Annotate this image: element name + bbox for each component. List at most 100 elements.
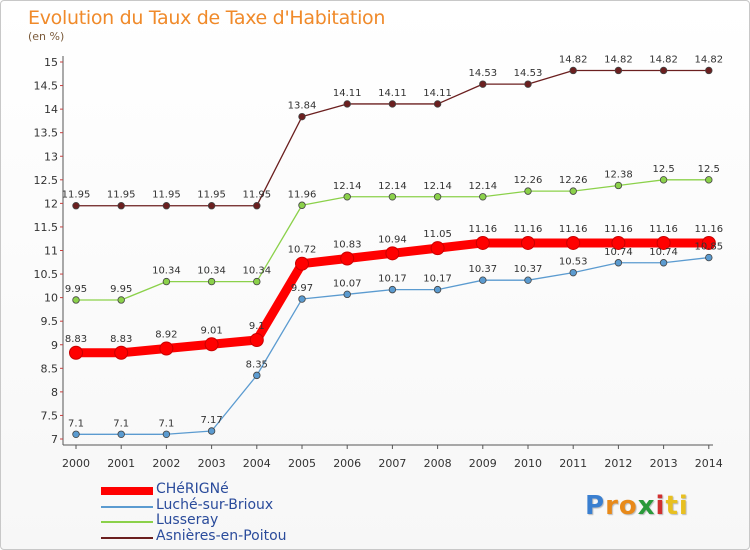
y-tick-label: 7.5 [41,409,59,422]
data-label: 11.95 [242,190,271,201]
series-0 [69,235,716,360]
data-label: 12.5 [652,164,674,175]
x-tick-label: 2013 [650,457,678,470]
data-point [479,80,487,88]
data-point [659,66,668,75]
y-tick-label: 8.5 [41,362,59,375]
series-lines [69,66,716,438]
data-point [204,337,219,352]
x-tick-label: 2003 [198,457,226,470]
legend-swatch [101,487,153,495]
logo-letter: t [665,491,679,521]
data-label: 10.85 [694,242,723,253]
line-chart: 7 7.5 8 8.5 9 9.5 10 10.5 11 11.5 12 12.5 13 13.5 14 14… [34,54,724,470]
chart-subtitle: (en %) [28,30,65,43]
data-point [705,253,713,262]
data-point [117,202,125,210]
data-point [207,427,216,435]
data-point [433,285,442,294]
data-label: 14.82 [649,54,678,65]
data-label: 11.16 [694,224,723,235]
data-label: 12.14 [378,181,407,192]
data-point [253,202,261,210]
legend-label: CHéRIGNé [156,481,229,497]
x-tick-label: 2008 [424,457,452,470]
data-point [253,277,261,286]
data-point [569,268,577,277]
y-tick-label: 8 [51,386,58,399]
data-point [433,100,442,108]
data-label: 11.16 [649,224,678,235]
data-point [69,345,83,360]
data-label: 10.74 [649,247,678,258]
data-point [298,295,306,303]
logo-letter: i [655,491,666,521]
legend-label: Asnières-en-Poitou [156,527,287,544]
data-label: 11.95 [107,190,136,201]
data-point [566,235,581,250]
data-point [72,202,80,210]
data-point [524,80,532,88]
y-tick-label: 9.5 [41,315,59,328]
x-tick-label: 2002 [152,457,180,470]
data-label: 10.83 [333,240,362,251]
logo-letter: P [585,491,606,521]
data-label: 11.16 [604,224,633,235]
data-point [249,333,264,348]
data-label: 9.95 [110,284,132,295]
data-label: 11.16 [468,224,497,235]
data-label: 11.05 [423,229,452,240]
data-label: 12.5 [698,164,720,175]
data-label: 7.1 [113,418,129,429]
data-label: 12.14 [423,181,452,192]
data-point [162,430,171,438]
data-point [253,371,261,380]
series-3 [72,66,713,210]
data-point [614,259,623,267]
data-point [659,176,668,184]
data-point [433,193,442,201]
data-point [475,235,490,250]
data-point [701,235,716,250]
logo-letter: r [605,491,619,521]
data-point [72,430,80,438]
y-tick-label: 10 [44,292,58,305]
data-point [569,66,577,75]
x-tick-label: 2011 [559,457,587,470]
x-tick-label: 2010 [514,457,542,470]
y-tick-label: 14.5 [34,80,59,93]
data-label: 8.92 [155,330,177,341]
data-label: 10.34 [152,266,181,277]
data-label: 10.37 [468,264,497,275]
data-label: 14.53 [468,68,497,79]
data-point [388,100,397,108]
data-labels: 11.95 11.95 11.95 11.95 11.95 13.84 14.11 14.11… [62,54,723,429]
data-label: 10.72 [288,245,317,256]
data-point [388,285,397,294]
data-label: 14.82 [694,54,723,65]
data-label: 7.1 [68,418,84,429]
y-tick-label: 12 [44,197,58,210]
x-tick-label: 2004 [243,457,271,470]
x-tick-label: 2009 [469,457,497,470]
data-label: 14.11 [423,88,452,99]
data-label: 12.14 [333,181,362,192]
data-point [162,202,171,210]
data-label: 14.11 [378,88,407,99]
data-label: 14.82 [604,54,633,65]
data-label: 10.53 [559,257,588,268]
data-point [656,235,671,250]
x-tick-label: 2006 [333,457,361,470]
data-point [298,112,306,121]
data-point [72,296,80,304]
y-tick-label: 15 [44,56,58,69]
data-point [388,193,397,201]
y-tick-label: 14 [44,103,58,116]
data-point [117,296,125,304]
data-point [479,193,487,201]
data-label: 9.01 [200,325,222,336]
x-tick-label: 2014 [695,457,723,470]
data-label: 11.96 [288,189,317,200]
data-point [340,251,355,266]
data-point [207,202,216,210]
